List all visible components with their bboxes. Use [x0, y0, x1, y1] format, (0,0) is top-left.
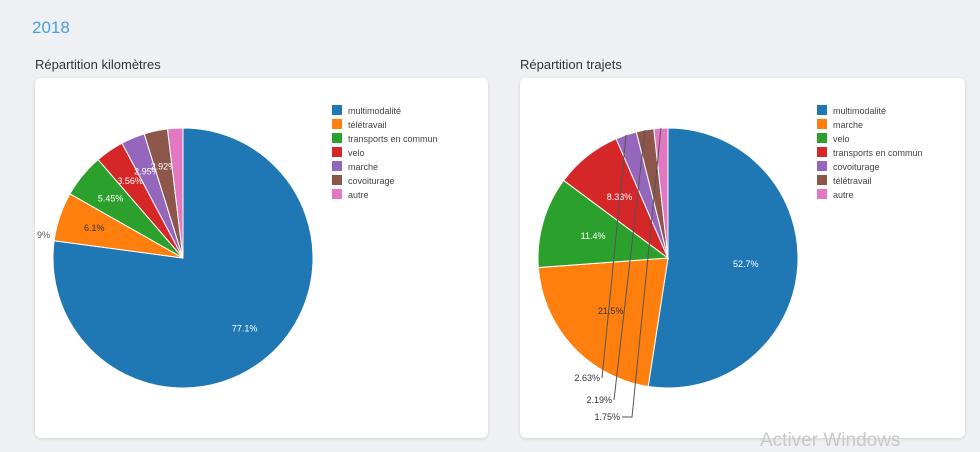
km-legend-swatch-6[interactable] — [332, 189, 342, 199]
trips-chart-card: 52.7% 21.5% 11.4% 8.33% 2.63% 2.19% 1.75% multi… — [520, 78, 965, 438]
trips-legend-swatch-0[interactable] — [817, 105, 827, 115]
trips-leader-line-6 — [622, 128, 662, 418]
km-legend-label-1[interactable]: télétravail — [348, 120, 387, 130]
trips-legend-label-6[interactable]: autre — [833, 190, 854, 200]
trips-chart-title: Répartition trajets — [520, 57, 622, 72]
km-legend-label-3[interactable]: velo — [348, 148, 365, 158]
km-legend-swatch-0[interactable] — [332, 105, 342, 115]
trips-pie-chart: 52.7%21.5%11.4%8.33%2.63%2.19%1.75%multi… — [537, 105, 923, 422]
trips-legend-swatch-1[interactable] — [817, 119, 827, 129]
km-legend-swatch-1[interactable] — [332, 119, 342, 129]
km-slice-label-1: 6.1% — [84, 223, 105, 233]
trips-legend-swatch-2[interactable] — [817, 133, 827, 143]
trips-slice-label-2: 11.4% — [581, 231, 606, 241]
km-slice-label-4: 2.95% — [134, 167, 160, 177]
km-slice-label-6: 9% — [37, 230, 50, 240]
km-legend-label-6[interactable]: autre — [348, 190, 369, 200]
km-chart-title: Répartition kilomètres — [35, 57, 161, 72]
trips-legend-label-5[interactable]: télétravail — [833, 176, 872, 186]
trips-slice-label-1: 21.5% — [598, 306, 624, 316]
trips-legend-swatch-6[interactable] — [817, 189, 827, 199]
trips-slice-0[interactable] — [647, 127, 799, 389]
trips-slice-label-6: 1.75% — [594, 412, 620, 422]
km-slice-label-2: 5.45% — [98, 194, 124, 204]
km-slice-label-5: 2.92% — [151, 161, 177, 171]
trips-leader-line-4 — [601, 134, 627, 379]
km-legend-swatch-2[interactable] — [332, 133, 342, 143]
km-legend-swatch-3[interactable] — [332, 147, 342, 157]
trips-slice-label-5: 2.19% — [586, 395, 612, 405]
km-legend-label-2[interactable]: transports en commun — [348, 134, 438, 144]
km-legend-swatch-5[interactable] — [332, 175, 342, 185]
trips-leader-line-5 — [613, 129, 646, 401]
trips-legend-label-3[interactable]: transports en commun — [833, 148, 923, 158]
km-legend-swatch-4[interactable] — [332, 161, 342, 171]
km-legend-label-0[interactable]: multimodalité — [348, 106, 401, 116]
trips-legend-swatch-3[interactable] — [817, 147, 827, 157]
trips-legend-label-0[interactable]: multimodalité — [833, 106, 886, 116]
year-heading: 2018 — [32, 18, 70, 37]
km-chart-card: 77.1% 6.1% 5.45% 3.56% 2.95% 2.92% 9% multimoda… — [35, 78, 488, 438]
trips-legend-swatch-4[interactable] — [817, 161, 827, 171]
trips-slice-label-4: 2.63% — [574, 373, 600, 383]
km-slice-label-3: 3.56% — [117, 176, 143, 186]
trips-slice-1[interactable] — [537, 257, 669, 388]
km-slice-0[interactable] — [52, 127, 314, 389]
trips-legend-swatch-5[interactable] — [817, 175, 827, 185]
km-pie-chart: 77.1% 6.1% 5.45% 3.56%2.95%2.92% 9% multimoda… — [37, 105, 438, 389]
trips-legend-label-1[interactable]: marche — [833, 120, 863, 130]
trips-legend-label-2[interactable]: velo — [833, 134, 850, 144]
km-legend-label-4[interactable]: marche — [348, 162, 378, 172]
trips-slice-2[interactable] — [537, 179, 670, 269]
km-slice-label-0: 77.1% — [232, 323, 258, 333]
km-slice-6[interactable] — [166, 127, 184, 259]
trips-legend-label-4[interactable]: covoiturage — [833, 162, 880, 172]
km-legend-label-5[interactable]: covoiturage — [348, 176, 395, 186]
trips-slice-label-0: 52.7% — [733, 259, 759, 269]
windows-activation-watermark: Activer Windows — [760, 430, 901, 451]
